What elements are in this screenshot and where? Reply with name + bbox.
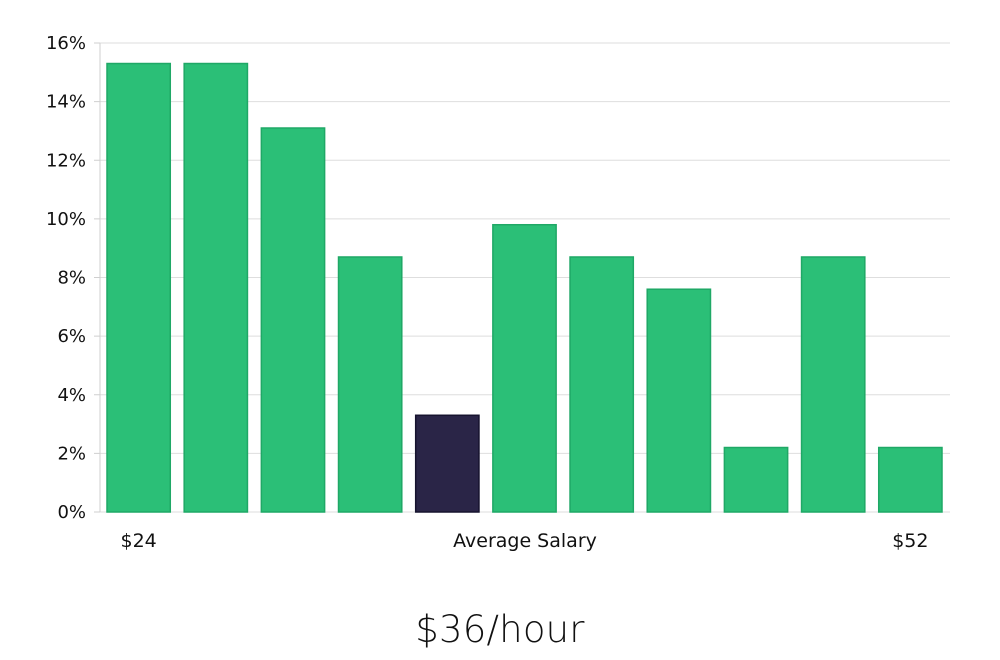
x-label-max: $52	[892, 530, 928, 552]
bar	[492, 223, 557, 513]
bar	[337, 256, 403, 513]
bar-highlight	[414, 414, 480, 513]
salary-histogram: 0% 2% 4% 6% 8% 10% 12% 14% 16% $24 Average Salary…	[46, 33, 950, 552]
bars	[106, 62, 943, 513]
y-tick-label: 2%	[57, 443, 86, 464]
y-tick-label: 16%	[46, 33, 86, 54]
bar	[800, 256, 866, 513]
y-tick-label: 10%	[46, 209, 86, 230]
y-tick-label: 12%	[46, 150, 86, 171]
bar	[646, 288, 712, 513]
bar	[260, 127, 326, 513]
y-tick-label: 14%	[46, 92, 86, 113]
y-tick-label: 6%	[57, 326, 86, 347]
x-label-min: $24	[121, 530, 157, 552]
x-axis-title: Average Salary	[453, 530, 597, 552]
bar	[569, 256, 635, 513]
bar	[877, 446, 943, 513]
x-axis-labels: $24 Average Salary $52	[121, 530, 929, 552]
average-salary-value: $36/hour	[415, 608, 585, 651]
bar	[106, 62, 172, 513]
y-tick-label: 8%	[57, 268, 86, 289]
bar	[723, 446, 789, 513]
bar	[183, 62, 249, 513]
y-tick-label: 0%	[57, 502, 86, 523]
y-tick-label: 4%	[57, 385, 86, 406]
y-axis-ticks: 0% 2% 4% 6% 8% 10% 12% 14% 16%	[46, 33, 86, 523]
